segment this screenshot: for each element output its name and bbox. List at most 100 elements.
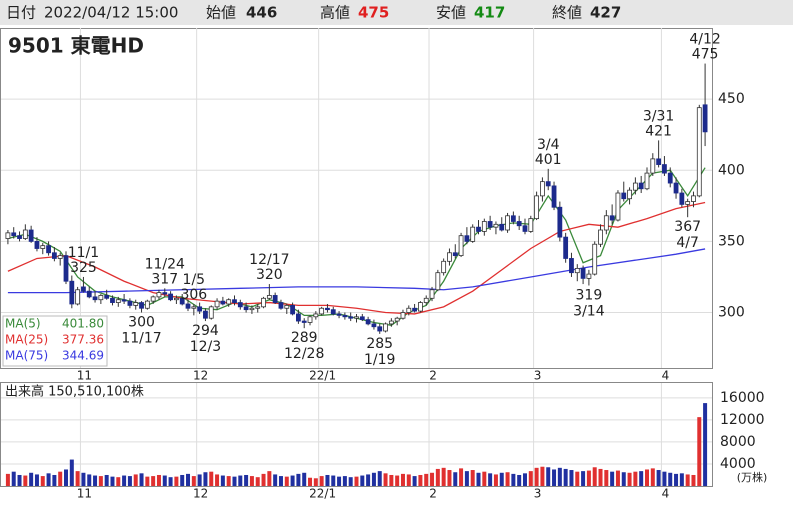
candle-body [92,296,98,301]
candle-body [144,300,150,309]
candle-body [592,243,598,275]
candle-body [365,319,371,325]
annotation-value: 285 [366,336,393,352]
candle-body [557,206,563,238]
candle-body [394,317,400,322]
volume-bar [412,476,417,486]
candle-body [284,305,290,309]
candle-body [632,182,638,191]
volume-bar [650,468,655,486]
candle-body [330,309,336,315]
candle-body [598,229,603,245]
y-tick-label: 400 [718,162,745,178]
volume-bar [17,474,22,486]
candle-body [545,181,551,187]
candle-body [464,235,470,242]
candle-body [551,185,557,208]
volume-bar [395,475,400,486]
volume-bar [226,476,231,486]
candle-body [203,310,208,319]
volume-bar [255,477,260,486]
volume-bar [5,473,10,486]
candle-body [359,316,365,321]
volume-bar [162,475,167,486]
annotation-date: 11/17 [121,331,161,347]
volume-label: 出来高 150,510,100株 [5,384,144,400]
candle-body [615,192,621,221]
volume-bar [453,472,458,486]
candle-body [412,307,417,312]
volume-bar [110,476,115,486]
candle-body [81,286,86,292]
candle-body [133,302,139,306]
candle-body [325,307,330,311]
volume-bar [400,473,405,486]
candle-body [476,226,481,232]
x-tick-label: 22/1 [309,487,336,501]
date: 2022/04/12 15:00 [44,4,178,22]
legend-name: MA(5) [5,317,41,331]
candle-body [46,245,51,254]
candle-body [17,235,22,239]
candle-body [563,236,569,259]
x-tick-label: 12 [193,487,208,501]
candle-body [191,306,197,309]
volume-bar [93,475,98,486]
volume-bar [133,474,138,486]
candle-body [441,260,447,274]
volume-bar [87,474,92,486]
volume-bar [633,471,638,486]
volume-bar [511,473,516,486]
x-tick-label: 22/1 [309,369,336,383]
volume-bar [69,459,74,486]
volume-bar [168,477,173,486]
volume-bar [546,467,551,486]
candle-body [63,255,69,282]
candle-body [586,273,592,279]
annotation-value: 325 [70,260,97,276]
annotation-date: 1/19 [364,352,395,368]
candle-body [603,215,609,231]
candle-body [121,299,127,302]
open-label: 始値 [206,4,236,22]
volume-bar [23,475,28,486]
annotation-date: 1/5 [183,272,206,288]
volume-bar [244,474,249,486]
candle-body [644,172,650,190]
volume-bar [354,476,359,486]
volume-bar [313,478,318,486]
date-label: 日付 [6,4,36,22]
candle-body [656,158,662,165]
annotation-date: 3/14 [573,303,605,319]
candle-body [261,297,266,308]
volume-bar [11,471,16,486]
candle-body [243,306,249,311]
candle-body [400,312,406,319]
volume-bar [482,471,487,486]
annotation-value: 401 [535,152,562,168]
candle-body [34,240,40,249]
candle-body [266,295,272,299]
volume-bar [528,471,533,486]
x-tick-label: 2 [429,487,437,501]
volume-bar [220,475,225,486]
candle-body [249,307,255,311]
legend [2,315,108,367]
volume-bar [435,468,440,486]
volume-bar [679,473,684,486]
annotation-date: 12/17 [249,252,289,268]
candle-body [609,215,615,221]
volume-bar [464,471,469,486]
candle-body [691,195,696,202]
volume-bar [127,476,132,486]
candle-body [528,218,534,232]
candle-body [662,164,667,174]
volume-bar [517,474,522,486]
candle-body [627,189,632,200]
annotation-date: 3/4 [537,137,560,153]
annotation-value: 289 [291,330,318,346]
candle-body [220,300,226,305]
volume-bar [203,472,208,486]
volume-bar [360,475,365,486]
candle-body [522,225,528,232]
